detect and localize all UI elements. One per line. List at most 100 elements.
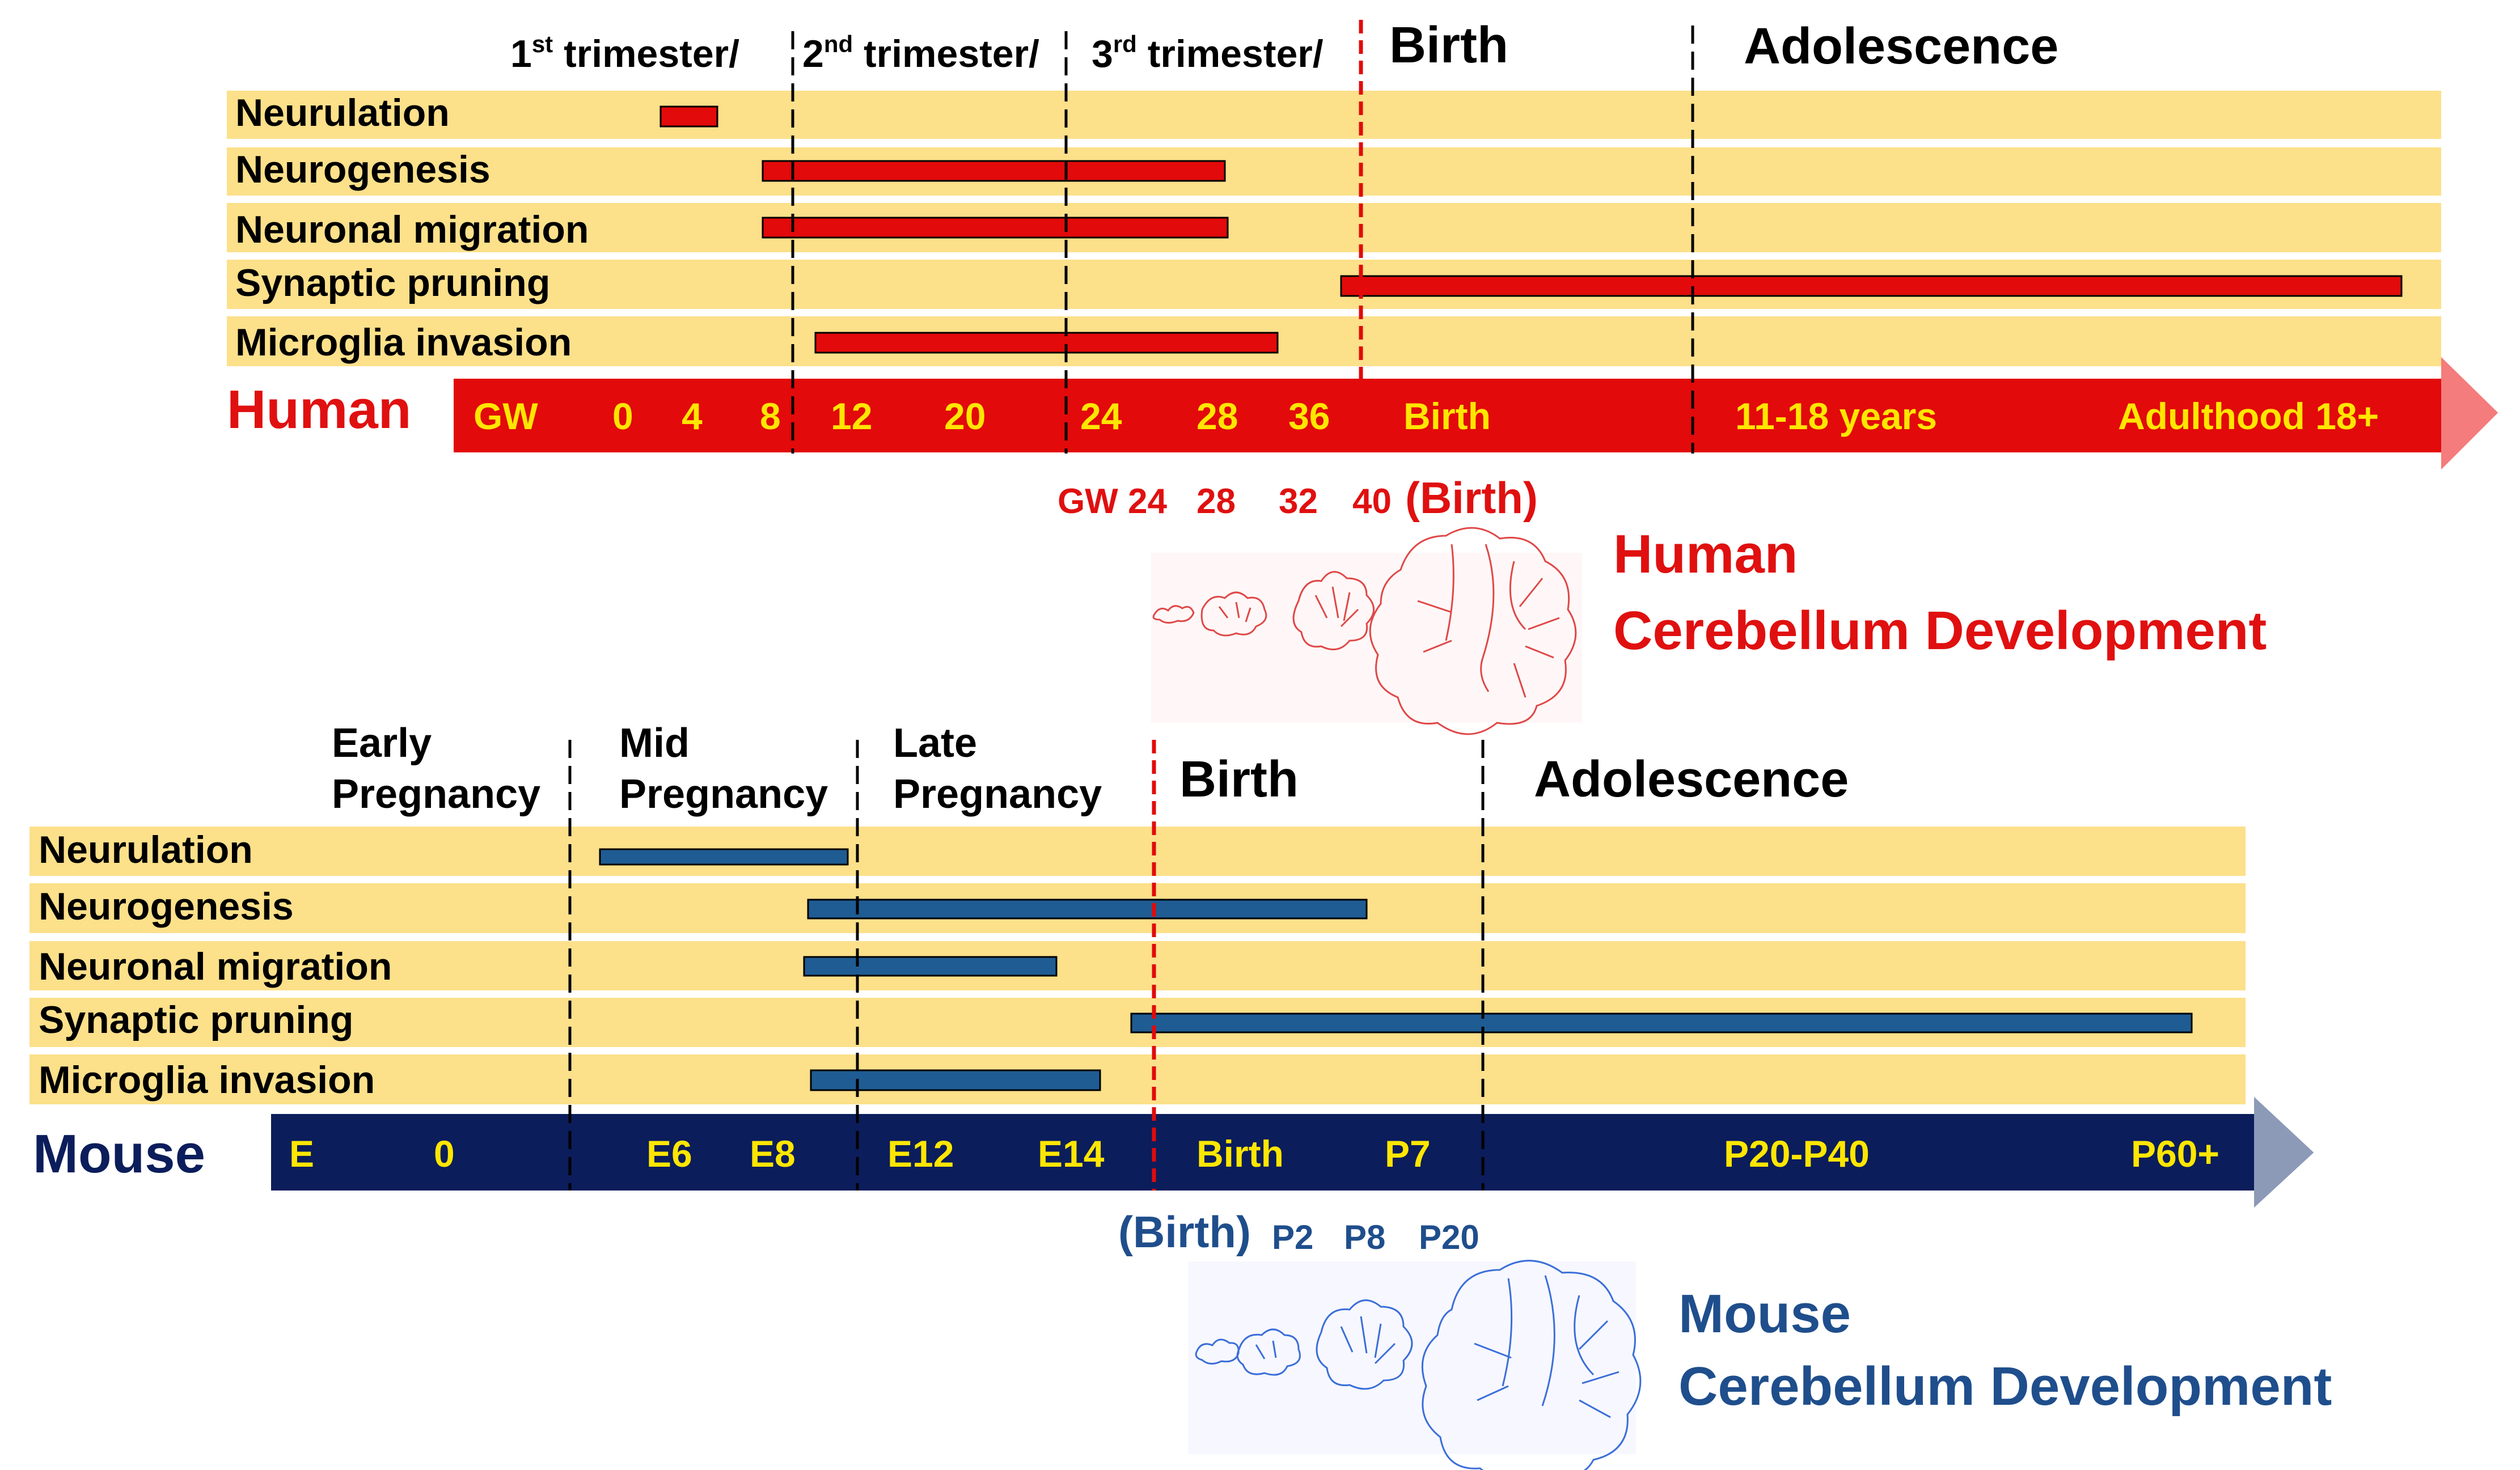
human-panel: 1st trimester/ 2nd trimester/ 3rd trimes…	[227, 17, 2498, 469]
human-cerebellum-stage-label: (Birth)	[1405, 473, 1538, 523]
mouse-cerebellum-stage-label: P20	[1419, 1218, 1479, 1256]
mouse-axis-label: E12	[887, 1133, 954, 1175]
mouse-mid-header-line1: Mid	[619, 721, 690, 766]
human-cerebellum-gw40	[1369, 527, 1577, 735]
mouse-cerebellum-p20	[1421, 1260, 1642, 1470]
mouse-bar-synaptic-pruning	[1130, 1013, 2193, 1033]
mouse-adolescence-header: Adolescence	[1534, 751, 1849, 808]
mouse-early-header-line1: Early	[332, 721, 432, 766]
human-cerebellum-drawing-background	[1151, 553, 1582, 723]
human-axis-label: 11-18 years	[1735, 395, 1937, 437]
human-band-neurulation	[227, 91, 2441, 139]
human-species-label: Human	[227, 379, 411, 440]
mouse-bar-microglia-invasion	[810, 1069, 1101, 1091]
human-axis-label: 0	[612, 395, 633, 437]
human-cerebellum-stage-label: 28	[1196, 482, 1236, 521]
human-bar-synaptic-pruning	[1340, 275, 2403, 297]
human-second-trimester-header: 2nd trimester/	[802, 31, 1039, 75]
mouse-cerebellum-stage-label: P2	[1272, 1218, 1313, 1256]
human-timeline-arrow-tip	[2441, 357, 2498, 469]
human-axis-label: 24	[1080, 395, 1122, 437]
mouse-band-neuronal-migration	[29, 941, 2246, 990]
human-band-microglia-invasion	[227, 316, 2441, 366]
mouse-process-label: Microglia invasion	[39, 1058, 375, 1102]
human-axis-label: Adulthood 18+	[2118, 395, 2379, 437]
human-bar-neurulation	[659, 105, 718, 128]
mouse-axis-label: P60+	[2131, 1133, 2219, 1175]
mouse-process-label: Neurulation	[39, 828, 253, 871]
human-axis-label: Birth	[1403, 395, 1491, 437]
human-process-label: Neurogenesis	[235, 148, 491, 191]
mouse-early-header-line2: Pregnancy	[332, 772, 540, 817]
mouse-band-neurulation	[29, 827, 2246, 876]
human-cerebellum-stage-label: 40	[1352, 482, 1392, 521]
mouse-bar-neurogenesis	[807, 899, 1368, 920]
human-axis-labels: GW 0 4 8 12 20 24 28 36 Birth 11-18 year…	[473, 395, 2379, 437]
mouse-cerebellum-stage-label: P8	[1344, 1218, 1385, 1256]
human-birth-header: Birth	[1389, 17, 1508, 74]
human-axis-label: 12	[831, 395, 872, 437]
mouse-bar-neuronal-migration	[803, 956, 1058, 977]
mouse-timeline-arrow-tip	[2254, 1097, 2314, 1208]
mouse-bar-neurulation	[599, 848, 849, 866]
mouse-cerebellum-p8	[1316, 1299, 1413, 1390]
human-bar-microglia-invasion	[814, 332, 1279, 354]
mouse-axis-label: E14	[1038, 1133, 1105, 1175]
mouse-process-label: Neuronal migration	[39, 945, 392, 988]
human-cerebellum-title-line1: Human	[1613, 524, 1798, 584]
mouse-cerebellum-stage-label: (Birth)	[1118, 1207, 1251, 1257]
mouse-axis-label: E6	[646, 1133, 692, 1175]
human-process-label: Synaptic pruning	[235, 261, 550, 304]
human-cerebellum-title-line2: Cerebellum Development	[1613, 600, 2267, 661]
mouse-birth-header: Birth	[1179, 751, 1299, 808]
human-band-neuronal-migration	[227, 203, 2441, 252]
mouse-late-header-line1: Late	[893, 721, 977, 766]
mouse-axis-label: Birth	[1196, 1133, 1284, 1175]
mouse-cerebellum-title-line1: Mouse	[1678, 1283, 1851, 1344]
mouse-cerebellum-title-line2: Cerebellum Development	[1678, 1356, 2332, 1417]
human-axis-label: GW	[473, 395, 538, 437]
human-cerebellum-gw24	[1152, 605, 1195, 624]
mouse-species-label: Mouse	[33, 1124, 205, 1184]
human-axis-label: 36	[1288, 395, 1330, 437]
human-cerebellum-stage-label: 32	[1279, 482, 1318, 521]
mouse-axis-label: E	[289, 1133, 314, 1175]
mouse-process-label: Neurogenesis	[39, 885, 294, 928]
mouse-cerebellum-drawing-background	[1188, 1261, 1636, 1454]
mouse-band-microglia-invasion	[29, 1054, 2246, 1104]
mouse-cerebellum-p2	[1236, 1328, 1301, 1376]
human-process-label: Microglia invasion	[235, 321, 572, 364]
mouse-mid-header-line2: Pregnancy	[619, 772, 828, 817]
human-process-bands	[227, 91, 2441, 366]
human-cerebellum-section: GW 24 28 32 40 (Birth) Human Cerebellum …	[1058, 473, 2267, 735]
human-cerebellum-gw32	[1292, 571, 1375, 651]
human-band-neurogenesis	[227, 147, 2441, 196]
mouse-axis-label: P7	[1385, 1133, 1431, 1175]
human-axis-label: 8	[760, 395, 781, 437]
mouse-timeline-arrow	[271, 1097, 2314, 1208]
mouse-cerebellum-section: (Birth) P2 P8 P20 Mouse Cerebellum Devel…	[1118, 1207, 2332, 1470]
human-third-trimester-header: 3rd trimester/	[1092, 31, 1324, 75]
human-cerebellum-stage-label: GW 24	[1058, 482, 1167, 521]
human-axis-label: 4	[682, 395, 703, 437]
mouse-axis-label: E8	[750, 1133, 796, 1175]
human-cerebellum-drawings	[1152, 527, 1577, 735]
human-process-label: Neuronal migration	[235, 208, 589, 251]
human-process-label: Neurulation	[235, 91, 450, 134]
mouse-process-label: Synaptic pruning	[39, 998, 353, 1041]
mouse-axis-labels: E 0 E6 E8 E12 E14 Birth P7 P20-P40 P60+	[289, 1133, 2219, 1175]
human-adolescence-header: Adolescence	[1744, 18, 2058, 75]
human-bar-neuronal-migration	[762, 217, 1229, 239]
human-axis-label: 20	[944, 395, 986, 437]
human-bar-neurogenesis	[762, 160, 1226, 182]
mouse-axis-label: 0	[434, 1133, 455, 1175]
mouse-panel: Early Pregnancy Mid Pregnancy Late Pregn…	[29, 721, 2314, 1208]
human-first-trimester-header: 1st trimester/	[510, 31, 739, 75]
mouse-axis-label: P20-P40	[1724, 1133, 1870, 1175]
mouse-late-header-line2: Pregnancy	[893, 772, 1102, 817]
human-timeline-arrow	[454, 357, 2498, 469]
mouse-cerebellum-drawings	[1195, 1260, 1642, 1470]
human-axis-label: 28	[1196, 395, 1238, 437]
human-cerebellum-gw28	[1200, 591, 1267, 637]
